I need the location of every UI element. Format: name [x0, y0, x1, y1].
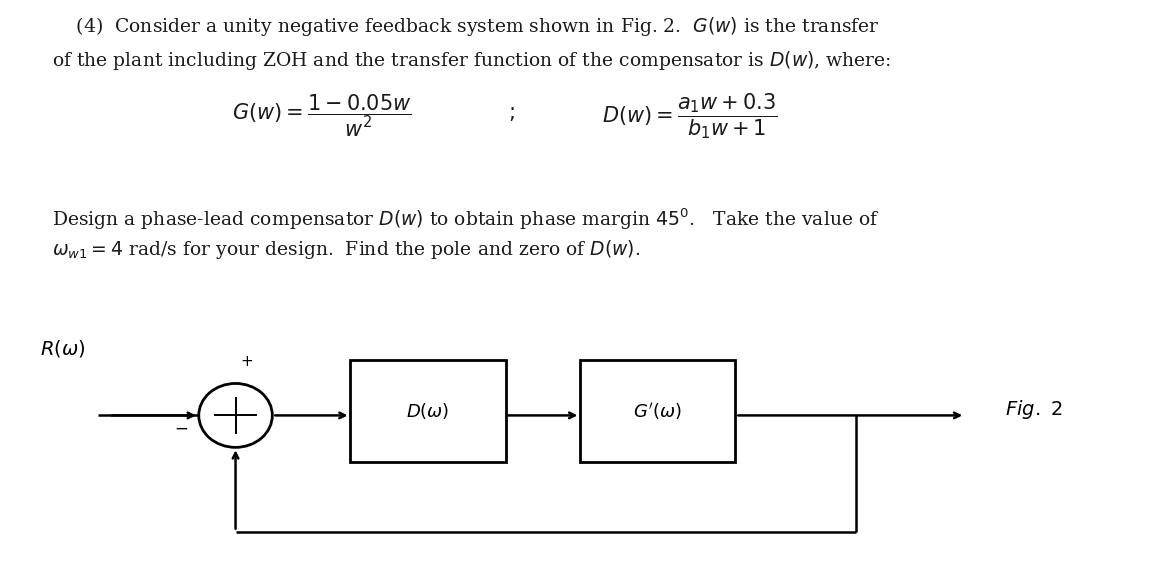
Text: $D(w) = \dfrac{a_1 w + 0.3}{b_1 w + 1}$: $D(w) = \dfrac{a_1 w + 0.3}{b_1 w + 1}$ — [602, 91, 777, 141]
Text: $\omega_{w1} = 4$ rad/s for your design.  Find the pole and zero of $D(w)$.: $\omega_{w1} = 4$ rad/s for your design.… — [52, 238, 640, 261]
Text: $G'(\omega)$: $G'(\omega)$ — [633, 400, 683, 422]
Text: (4)  Consider a unity negative feedback system shown in Fig. 2.  $G(w)$ is the t: (4) Consider a unity negative feedback s… — [52, 15, 879, 38]
Bar — [350, 360, 506, 462]
Text: Design a phase-lead compensator $D(w)$ to obtain phase margin $45^0$.   Take the: Design a phase-lead compensator $D(w)$ t… — [52, 206, 879, 232]
Text: $-$: $-$ — [175, 419, 188, 437]
Text: $R(\omega)$: $R(\omega)$ — [40, 338, 86, 359]
Text: $D(\omega)$: $D(\omega)$ — [407, 401, 449, 421]
Text: $;$: $;$ — [508, 104, 515, 123]
Text: $Fig.\ 2$: $Fig.\ 2$ — [1005, 398, 1063, 421]
Text: $G(w) = \dfrac{1 - 0.05w}{w^2}$: $G(w) = \dfrac{1 - 0.05w}{w^2}$ — [232, 93, 411, 139]
Text: $+$: $+$ — [240, 355, 253, 369]
Text: of the plant including ZOH and the transfer function of the compensator is $D(w): of the plant including ZOH and the trans… — [52, 49, 892, 73]
Bar — [580, 360, 735, 462]
